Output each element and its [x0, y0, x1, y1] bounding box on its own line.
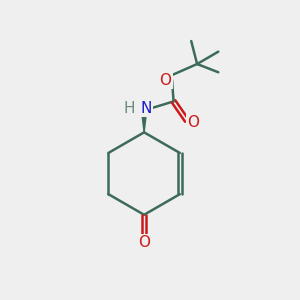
Text: O: O: [187, 115, 199, 130]
Polygon shape: [142, 110, 147, 132]
Text: O: O: [160, 73, 172, 88]
Text: H: H: [124, 101, 135, 116]
Text: O: O: [138, 235, 150, 250]
Text: N: N: [141, 101, 152, 116]
